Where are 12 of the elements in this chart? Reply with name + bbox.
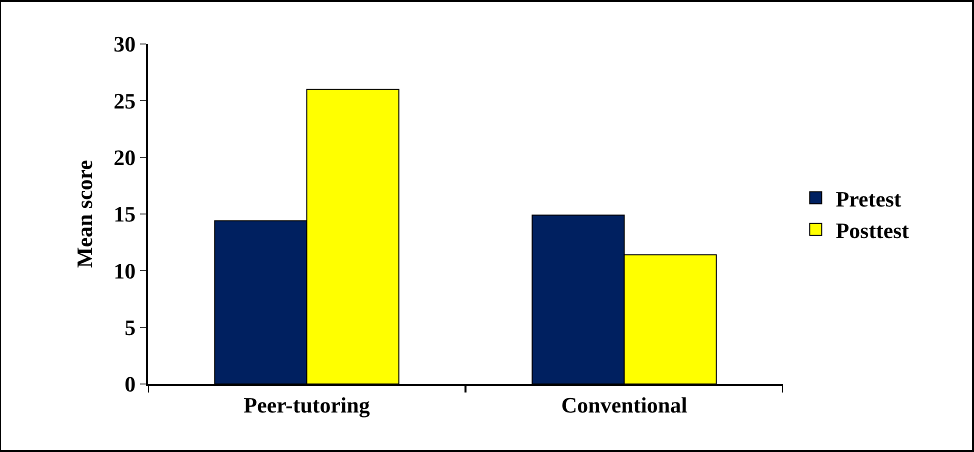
legend-label: Pretest xyxy=(836,186,902,212)
x-tick-label: Conventional xyxy=(561,392,688,418)
y-tick-label: 0 xyxy=(124,372,136,397)
y-tick-label: 25 xyxy=(114,88,136,114)
legend-label: Posttest xyxy=(836,218,910,243)
y-axis-title: Mean score xyxy=(72,160,97,268)
y-tick-label: 20 xyxy=(114,145,136,170)
x-tick-label: Peer-tutoring xyxy=(244,392,370,418)
y-tick-label: 30 xyxy=(114,32,136,57)
y-tick-label: 10 xyxy=(114,258,136,284)
y-tick-label: 5 xyxy=(124,315,136,340)
y-tick-label: 15 xyxy=(114,202,136,227)
